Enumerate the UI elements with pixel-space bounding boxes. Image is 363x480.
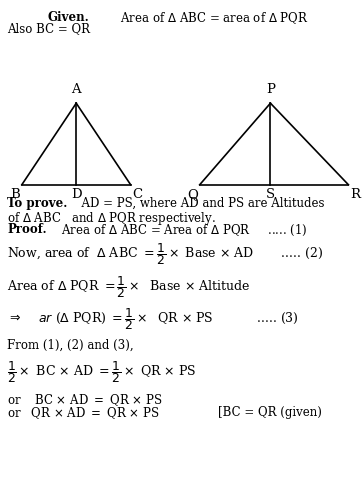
Text: P: P [266, 84, 275, 96]
Text: Proof.: Proof. [7, 223, 47, 236]
Text: B: B [11, 188, 20, 201]
Text: Now, area of  $\Delta$ ABC $= \dfrac{1}{2} \times$ Base $\times$ AD       ..... : Now, area of $\Delta$ ABC $= \dfrac{1}{2… [7, 241, 323, 267]
Text: To prove.: To prove. [7, 197, 68, 210]
Text: Area of $\Delta$ ABC = Area of $\Delta$ PQR     ..... (1): Area of $\Delta$ ABC = Area of $\Delta$ … [54, 223, 307, 238]
Text: Given.: Given. [47, 11, 89, 24]
Text: of $\Delta$ ABC   and $\Delta$ PQR respectively.: of $\Delta$ ABC and $\Delta$ PQR respect… [7, 210, 216, 227]
Text: $\dfrac{1}{2} \times$ BC $\times$ AD $= \dfrac{1}{2} \times$ QR $\times$ PS: $\dfrac{1}{2} \times$ BC $\times$ AD $= … [7, 359, 197, 385]
Text: [BC = QR (given): [BC = QR (given) [218, 406, 322, 419]
Text: R: R [350, 188, 360, 201]
Text: A: A [72, 84, 81, 96]
Text: or    BC $\times$ AD $=$ QR $\times$ PS: or BC $\times$ AD $=$ QR $\times$ PS [7, 393, 163, 408]
Text: $\Rightarrow$    $\mathit{ar}$ ($\Delta$ PQR) $= \dfrac{1}{2} \times$  QR $\time: $\Rightarrow$ $\mathit{ar}$ ($\Delta$ PQ… [7, 306, 299, 332]
Text: C: C [132, 188, 142, 201]
Text: Area of $\Delta$ PQR $= \dfrac{1}{2} \times$  Base $\times$ Altitude: Area of $\Delta$ PQR $= \dfrac{1}{2} \ti… [7, 274, 251, 300]
Text: AD = PS, where AD and PS are Altitudes: AD = PS, where AD and PS are Altitudes [74, 197, 325, 210]
Text: S: S [266, 188, 275, 201]
Text: or   QR $\times$ AD $=$ QR $\times$ PS: or QR $\times$ AD $=$ QR $\times$ PS [7, 406, 160, 421]
Text: Area of $\Delta$ ABC = area of $\Delta$ PQR: Area of $\Delta$ ABC = area of $\Delta$ … [113, 11, 308, 26]
Text: Also BC = QR: Also BC = QR [7, 23, 90, 36]
Text: From (1), (2) and (3),: From (1), (2) and (3), [7, 339, 134, 352]
Text: D: D [71, 188, 82, 201]
Text: Q: Q [188, 188, 199, 201]
